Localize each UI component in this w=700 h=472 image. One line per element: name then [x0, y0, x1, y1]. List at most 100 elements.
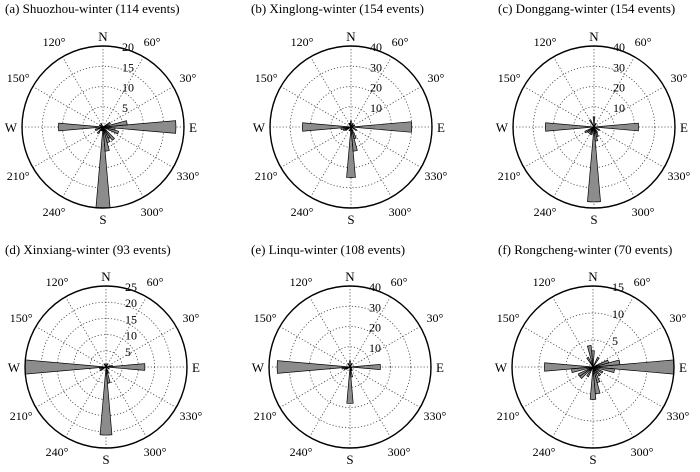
rose-petal [98, 124, 104, 128]
radial-tick-label: 15 [612, 280, 624, 294]
outer-circle [24, 285, 188, 449]
rose-petal [105, 366, 110, 374]
angle-label-60: 60° [144, 35, 161, 49]
angular-grid-spoke [280, 86, 352, 128]
angular-grid-spoke [592, 296, 634, 368]
angular-grid-spoke [102, 56, 144, 128]
rose-petal [592, 359, 610, 368]
angle-label-210: 210° [254, 409, 277, 423]
compass-label-s: S [347, 212, 354, 227]
angle-label-240: 240° [46, 445, 69, 459]
radial-tick-label: 40 [370, 40, 382, 54]
angle-label-300: 300° [631, 445, 654, 459]
compass-label-n: N [346, 29, 356, 44]
rose-petal [587, 126, 601, 203]
radial-tick-label: 10 [612, 307, 624, 321]
rose-panel-1: (a) Shuozhou-winter (114 events) 5 10 15 20 N… [5, 1, 200, 227]
radial-tick-label: 20 [122, 40, 134, 54]
radial-tick-label: 40 [613, 40, 625, 54]
angular-grid-spoke [350, 56, 392, 128]
rose-petal [105, 366, 110, 370]
radial-grid-circle [288, 305, 412, 429]
angular-grid-spoke [35, 366, 107, 408]
angle-label-150: 150° [255, 71, 278, 85]
rose-petal [349, 366, 353, 372]
angular-grid-spoke [350, 126, 422, 168]
outer-circle [268, 285, 432, 449]
angular-grid-spoke [309, 366, 351, 438]
radial-grid-circle [309, 326, 391, 408]
angle-label-300: 300° [141, 205, 164, 219]
rose-petal [345, 366, 351, 370]
compass-label-n: N [101, 269, 111, 284]
compass-label-e: E [436, 360, 444, 375]
rose-petal [102, 126, 120, 135]
radial-tick-label: 15 [122, 60, 134, 74]
angular-grid-spoke [105, 296, 147, 368]
panel-title: (a) Shuozhou-winter (114 events) [5, 1, 180, 16]
rose-panel-5: (e) Linqu-winter (108 events) 10 20 30 40 N E S… [251, 242, 446, 467]
angle-label-120: 120° [534, 35, 557, 49]
rose-petal [349, 362, 353, 368]
compass-label-e: E [189, 120, 197, 135]
rose-petal [346, 126, 356, 178]
radial-tick-label: 20 [370, 81, 382, 95]
rose-petal [350, 122, 354, 128]
panel-title: (b) Xinglong-winter (154 events) [251, 1, 424, 16]
angular-grid-spoke [65, 296, 107, 368]
angle-label-120: 120° [290, 275, 313, 289]
angle-label-300: 300° [388, 445, 411, 459]
angle-label-330: 330° [666, 409, 689, 423]
angle-label-150: 150° [7, 71, 30, 85]
angular-grid-spoke [102, 126, 174, 168]
angle-label-150: 150° [254, 311, 277, 325]
rose-petal [99, 366, 107, 372]
radial-tick-label: 10 [125, 329, 137, 343]
angle-label-60: 60° [147, 275, 164, 289]
angle-label-120: 120° [291, 35, 314, 49]
angle-label-120: 120° [43, 35, 66, 49]
angle-label-60: 60° [635, 35, 652, 49]
angle-label-330: 330° [176, 169, 199, 183]
compass-label-w: W [495, 360, 508, 375]
rose-petal [579, 366, 594, 379]
angle-label-60: 60° [391, 275, 408, 289]
angular-grid-spoke [105, 366, 147, 438]
angular-grid-spoke [553, 56, 595, 128]
angular-grid-spoke [62, 126, 104, 198]
angular-grid-spoke [592, 326, 664, 368]
compass-label-n: N [98, 29, 108, 44]
compass-label-n: N [589, 29, 599, 44]
rose-petal [105, 363, 146, 371]
angular-grid-spoke [523, 86, 595, 128]
angle-label-240: 240° [291, 205, 314, 219]
angular-grid-spoke [309, 296, 351, 368]
rose-petal [349, 366, 353, 369]
angular-grid-spoke [102, 86, 174, 128]
rose-petal [593, 122, 597, 128]
rose-petal [545, 122, 595, 132]
compass-label-e: E [437, 120, 445, 135]
rose-petal [586, 126, 595, 134]
compass-label-w: W [8, 360, 21, 375]
rose-petal [348, 126, 352, 132]
angular-grid-spoke [32, 86, 104, 128]
compass-label-w: W [496, 120, 509, 135]
angle-label-240: 240° [43, 205, 66, 219]
angular-grid-spoke [553, 126, 595, 198]
angle-label-150: 150° [10, 311, 33, 325]
rose-petal [346, 366, 354, 404]
radial-tick-label: 15 [125, 312, 137, 326]
radial-tick-label: 5 [612, 334, 618, 348]
rose-petal [350, 124, 356, 128]
angular-grid-spoke [105, 326, 177, 368]
outer-circle [21, 45, 185, 209]
rose-petal [592, 366, 604, 374]
angle-label-210: 210° [497, 409, 520, 423]
angle-label-240: 240° [534, 205, 557, 219]
compass-label-s: S [590, 212, 597, 227]
angle-label-60: 60° [634, 275, 651, 289]
radial-tick-label: 30 [370, 60, 382, 74]
radial-grid-circle [532, 65, 656, 189]
radial-tick-label: 30 [613, 60, 625, 74]
